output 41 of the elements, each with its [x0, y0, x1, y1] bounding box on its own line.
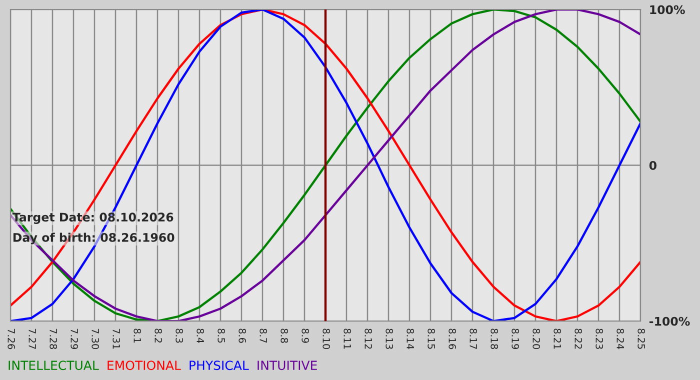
x-tick-label: 8.17 — [470, 328, 478, 349]
x-tick-label: 8.1 — [134, 328, 142, 343]
x-tick-label: 8.21 — [554, 328, 562, 349]
x-tick-label: 8.15 — [428, 328, 436, 349]
x-tick-label: 8.10 — [322, 328, 330, 350]
x-tick-label: 7.30 — [92, 328, 100, 350]
x-tick-label: 8.25 — [638, 328, 646, 349]
x-tick-label: 8.16 — [448, 328, 456, 350]
x-tick-label: 8.9 — [302, 328, 310, 343]
y-tick-label: 0 — [649, 161, 656, 170]
x-tick-label: 8.5 — [218, 328, 226, 343]
x-tick-label: 8.19 — [512, 328, 520, 350]
x-tick-label: 7.27 — [28, 328, 36, 349]
x-tick-label: 8.18 — [490, 328, 498, 350]
line-series — [10, 10, 640, 322]
x-tick-label: 8.2 — [154, 328, 162, 343]
x-tick-label: 7.28 — [50, 328, 58, 350]
y-tick-label: 100% — [650, 5, 685, 14]
x-tick-label: 7.31 — [112, 328, 120, 349]
x-tick-label: 8.6 — [238, 328, 246, 343]
x-tick-label: 8.12 — [364, 328, 372, 349]
y-tick-label: -100% — [649, 316, 690, 326]
x-tick-label: 8.13 — [386, 328, 394, 349]
x-tick-label: 8.7 — [260, 328, 268, 343]
x-tick-label: 8.20 — [532, 328, 540, 350]
x-tick-label: 8.4 — [196, 328, 204, 343]
x-tick-label: 8.24 — [616, 328, 624, 350]
text: INTUITIVE — [258, 360, 317, 370]
x-tick-label: 7.26 — [8, 328, 16, 350]
text: EMOTIONAL — [108, 360, 181, 370]
annotation: Target Date: 08.10.2026 — [12, 212, 174, 224]
x-tick-label: 7.29 — [70, 328, 78, 350]
x-tick-label: 8.23 — [596, 328, 604, 349]
text: PHYSICAL — [190, 360, 249, 370]
annotation: Day of birth: 08.26.1960 — [13, 232, 174, 244]
x-tick-label: 8.3 — [176, 328, 184, 343]
x-tick-label: 8.11 — [344, 328, 352, 349]
x-tick-label: 8.8 — [280, 328, 288, 343]
text: INTELLECTUAL — [8, 360, 99, 370]
x-tick-label: 8.14 — [406, 328, 414, 350]
x-tick-label: 8.22 — [574, 328, 582, 349]
